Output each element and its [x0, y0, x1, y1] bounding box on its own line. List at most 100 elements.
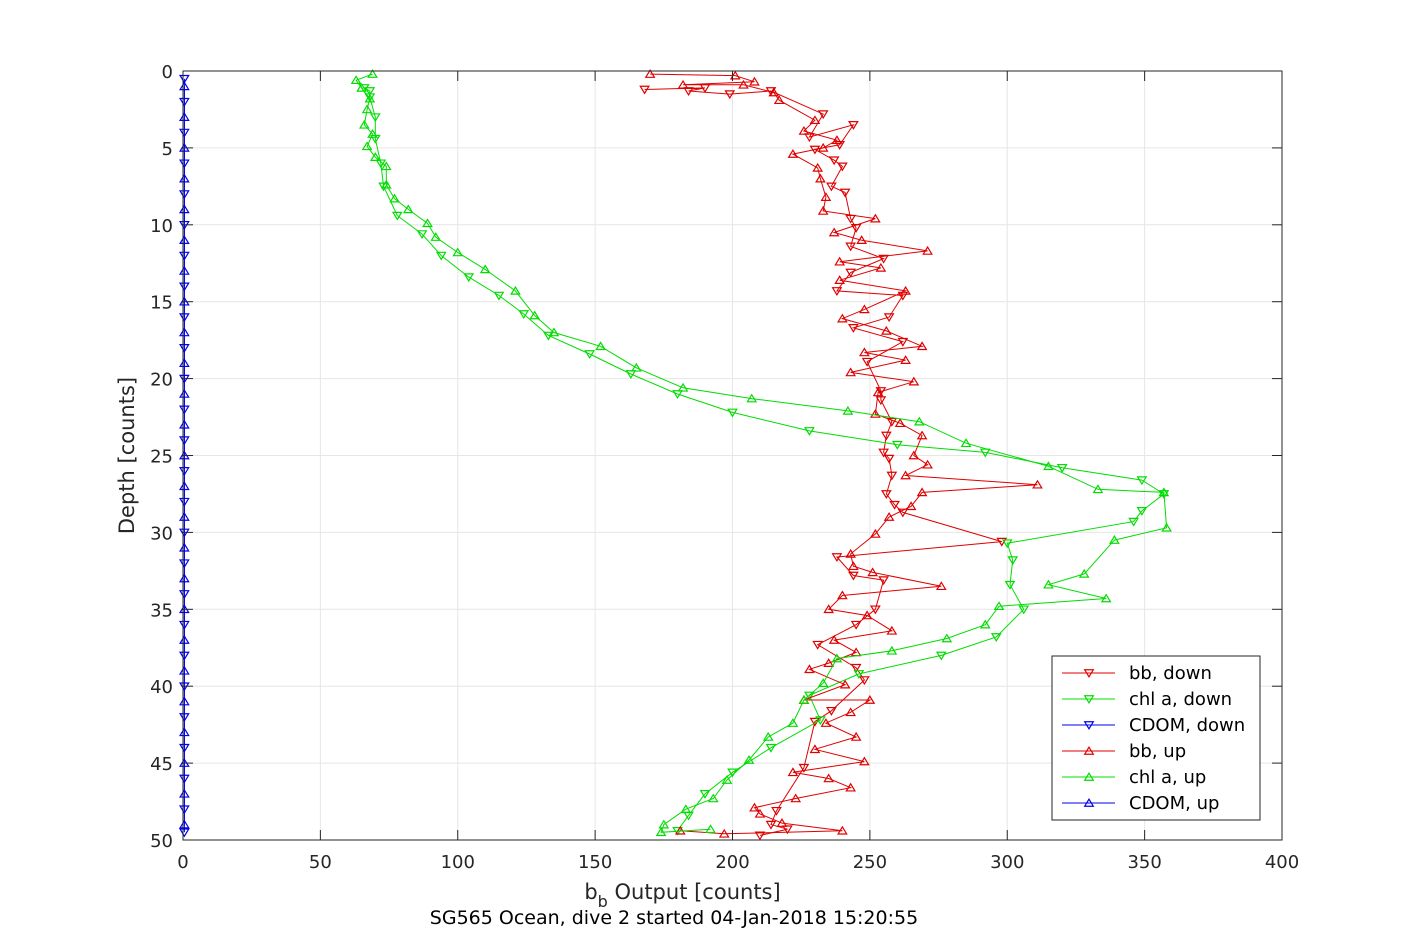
- data-point-chl-a-up: [595, 341, 606, 351]
- data-point-bb-up: [859, 756, 870, 766]
- data-point-cdom-up: [179, 204, 190, 214]
- data-point-bb-up: [754, 808, 766, 818]
- data-point-bb-up: [815, 173, 826, 183]
- legend-label: CDOM, up: [1129, 793, 1219, 814]
- data-point-chl-a-up: [402, 204, 414, 214]
- data-point-bb-up: [823, 773, 835, 783]
- legend-swatch-marker: [1083, 771, 1095, 781]
- data-point-cdom-up: [179, 419, 190, 429]
- data-point-chl-a-up: [1158, 487, 1170, 497]
- legend-swatch-marker: [1083, 669, 1095, 679]
- data-point-bb-up: [859, 347, 870, 357]
- data-point-bb-down: [883, 313, 895, 323]
- data-point-chl-a-up: [831, 653, 843, 663]
- data-point-bb-down: [883, 454, 895, 464]
- data-point-bb-down: [826, 182, 837, 192]
- data-point-bb-up: [787, 767, 799, 777]
- legend-label: bb, up: [1129, 741, 1186, 762]
- data-point-bb-down: [831, 553, 843, 563]
- data-point-bb-up: [845, 782, 857, 792]
- data-point-bb-up: [749, 76, 760, 86]
- data-point-chl-a-up: [364, 93, 376, 103]
- legend-swatch-marker: [1083, 797, 1095, 807]
- data-point-bb-down: [850, 620, 862, 630]
- x-tick-label: 200: [715, 852, 749, 873]
- data-point-bb-down: [683, 87, 694, 97]
- data-point-bb-up: [834, 256, 846, 266]
- data-point-bb-up: [905, 501, 917, 511]
- y-tick-label: 5: [162, 139, 173, 160]
- data-point-bb-down: [812, 640, 824, 650]
- x-axis-label: bb Output [counts]: [584, 880, 780, 911]
- data-point-bb-up: [894, 418, 906, 428]
- data-point-chl-a-up: [356, 82, 367, 92]
- data-point-chl-a-up: [941, 633, 953, 643]
- data-point-bb-up: [823, 604, 835, 614]
- data-point-chl-a-up: [1043, 579, 1054, 589]
- data-point-bb-up: [900, 355, 911, 364]
- data-point-cdom-up: [179, 788, 190, 798]
- data-point-chl-a-up: [960, 438, 972, 448]
- x-axis-label-text: Output [counts]: [608, 880, 781, 904]
- legend-entry-cdom-down: CDOM, down: [1062, 715, 1245, 736]
- data-point-bb-up: [839, 679, 851, 689]
- data-point-chl-a-up: [369, 152, 381, 161]
- data-point-chl-a-down: [990, 633, 1002, 643]
- data-point-chl-a-up: [367, 129, 378, 138]
- x-axis-label-subscript: b: [598, 892, 608, 911]
- data-point-cdom-up: [179, 542, 190, 552]
- data-point-chl-a-down: [935, 651, 947, 661]
- data-point-chl-a-down: [416, 230, 428, 240]
- data-point-bb-up: [886, 625, 898, 635]
- data-point-chl-a-up: [1043, 461, 1054, 471]
- data-point-bb-down: [848, 324, 859, 333]
- data-point-chl-a-up: [479, 264, 491, 274]
- data-point-chl-a-up: [746, 393, 758, 403]
- data-point-chl-a-down: [804, 427, 815, 436]
- chart-title: SG565 Ocean, dive 2 started 04-Jan-2018 …: [430, 907, 918, 929]
- data-point-bb-down: [639, 85, 650, 95]
- y-tick-label: 0: [162, 62, 173, 83]
- data-point-bb-down: [826, 706, 837, 716]
- data-point-chl-a-up: [548, 327, 560, 337]
- data-point-bb-up: [837, 313, 848, 323]
- data-point-cdom-up: [179, 173, 190, 183]
- x-tick-label: 0: [177, 852, 188, 873]
- data-point-bb-up: [837, 590, 848, 600]
- data-point-bb-up: [820, 192, 832, 201]
- data-point-bb-up: [870, 528, 881, 538]
- data-point-bb-up: [798, 125, 810, 135]
- data-point-bb-up: [870, 213, 881, 223]
- data-point-chl-a-down: [493, 291, 505, 301]
- data-point-bb-up: [908, 376, 920, 386]
- data-point-cdom-down: [179, 828, 190, 838]
- axis-ticks: 0 50 100 150 200 250 300 350 4000510152025303540…: [150, 62, 1299, 873]
- data-point-chl-a-up: [798, 695, 810, 704]
- data-point-bb-up: [828, 227, 840, 237]
- data-point-cdom-up: [179, 511, 190, 521]
- data-point-chl-a-down: [1136, 507, 1148, 516]
- x-tick-label: 50: [309, 852, 332, 873]
- data-point-chl-a-up: [422, 218, 433, 228]
- data-point-bb-up: [817, 205, 829, 215]
- y-tick-label: 50: [150, 831, 173, 852]
- data-point-bb-up: [916, 430, 928, 440]
- legend-label: chl a, up: [1129, 767, 1206, 788]
- y-tick-label: 45: [150, 754, 173, 775]
- data-point-bb-down: [886, 471, 898, 481]
- data-point-bb-down: [878, 448, 889, 458]
- x-tick-label: 250: [853, 852, 887, 873]
- data-point-bb-up: [856, 235, 867, 245]
- data-point-chl-a-up: [680, 804, 692, 814]
- data-point-chl-a-up: [1092, 484, 1104, 494]
- data-point-chl-a-down: [1136, 476, 1148, 486]
- y-tick-label: 30: [150, 523, 173, 544]
- data-point-bb-up: [845, 707, 857, 717]
- data-point-cdom-up: [179, 665, 190, 675]
- x-tick-label: 300: [990, 852, 1024, 873]
- data-point-chl-a-down: [804, 691, 815, 701]
- data-point-chl-a-down: [672, 390, 683, 400]
- data-point-chl-a-up: [655, 827, 667, 837]
- data-point-bb-up: [718, 828, 730, 838]
- data-point-bb-up: [820, 718, 832, 727]
